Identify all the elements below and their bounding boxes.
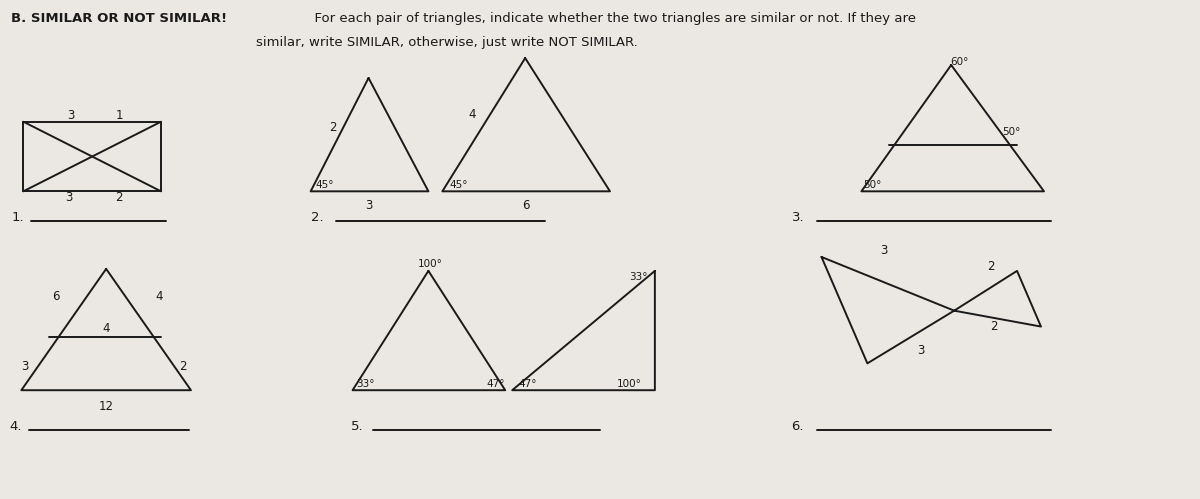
Text: 60°: 60° xyxy=(950,57,968,67)
Text: B. SIMILAR OR NOT SIMILAR!: B. SIMILAR OR NOT SIMILAR! xyxy=(11,12,228,25)
Text: 3: 3 xyxy=(66,191,73,204)
Text: 100°: 100° xyxy=(617,379,642,389)
Text: 2: 2 xyxy=(990,320,998,333)
Text: 6: 6 xyxy=(53,290,60,303)
Text: 3: 3 xyxy=(918,344,925,357)
Text: 45°: 45° xyxy=(316,180,334,190)
Text: 2: 2 xyxy=(179,360,187,373)
Text: 4: 4 xyxy=(468,108,476,121)
Text: 4: 4 xyxy=(155,290,163,303)
Text: 33°: 33° xyxy=(356,379,374,389)
Text: 100°: 100° xyxy=(418,259,443,269)
Text: 3: 3 xyxy=(67,109,74,122)
Text: 33°: 33° xyxy=(629,272,648,282)
Text: For each pair of triangles, indicate whether the two triangles are similar or no: For each pair of triangles, indicate whe… xyxy=(306,12,916,25)
Text: 50°: 50° xyxy=(863,180,882,190)
Text: 45°: 45° xyxy=(449,180,468,190)
Text: 3: 3 xyxy=(365,199,372,212)
Text: 3: 3 xyxy=(881,245,888,257)
Text: 2: 2 xyxy=(988,260,995,273)
Text: 1: 1 xyxy=(115,109,122,122)
Text: 47°: 47° xyxy=(518,379,536,389)
Text: 3: 3 xyxy=(22,360,29,373)
Text: 5.: 5. xyxy=(350,420,364,433)
Text: 4.: 4. xyxy=(10,420,22,433)
Text: 47°: 47° xyxy=(486,379,504,389)
Text: 6: 6 xyxy=(522,199,530,212)
Text: 12: 12 xyxy=(98,400,114,413)
Text: 2: 2 xyxy=(115,191,122,204)
Text: 1.: 1. xyxy=(11,211,24,224)
Text: 50°: 50° xyxy=(1002,127,1020,137)
Text: similar, write SIMILAR, otherwise, just write NOT SIMILAR.: similar, write SIMILAR, otherwise, just … xyxy=(256,36,637,49)
Text: 4: 4 xyxy=(102,322,110,335)
Text: 3.: 3. xyxy=(792,211,804,224)
Text: 6.: 6. xyxy=(792,420,804,433)
Text: 2: 2 xyxy=(329,121,336,134)
Text: 2.: 2. xyxy=(311,211,323,224)
